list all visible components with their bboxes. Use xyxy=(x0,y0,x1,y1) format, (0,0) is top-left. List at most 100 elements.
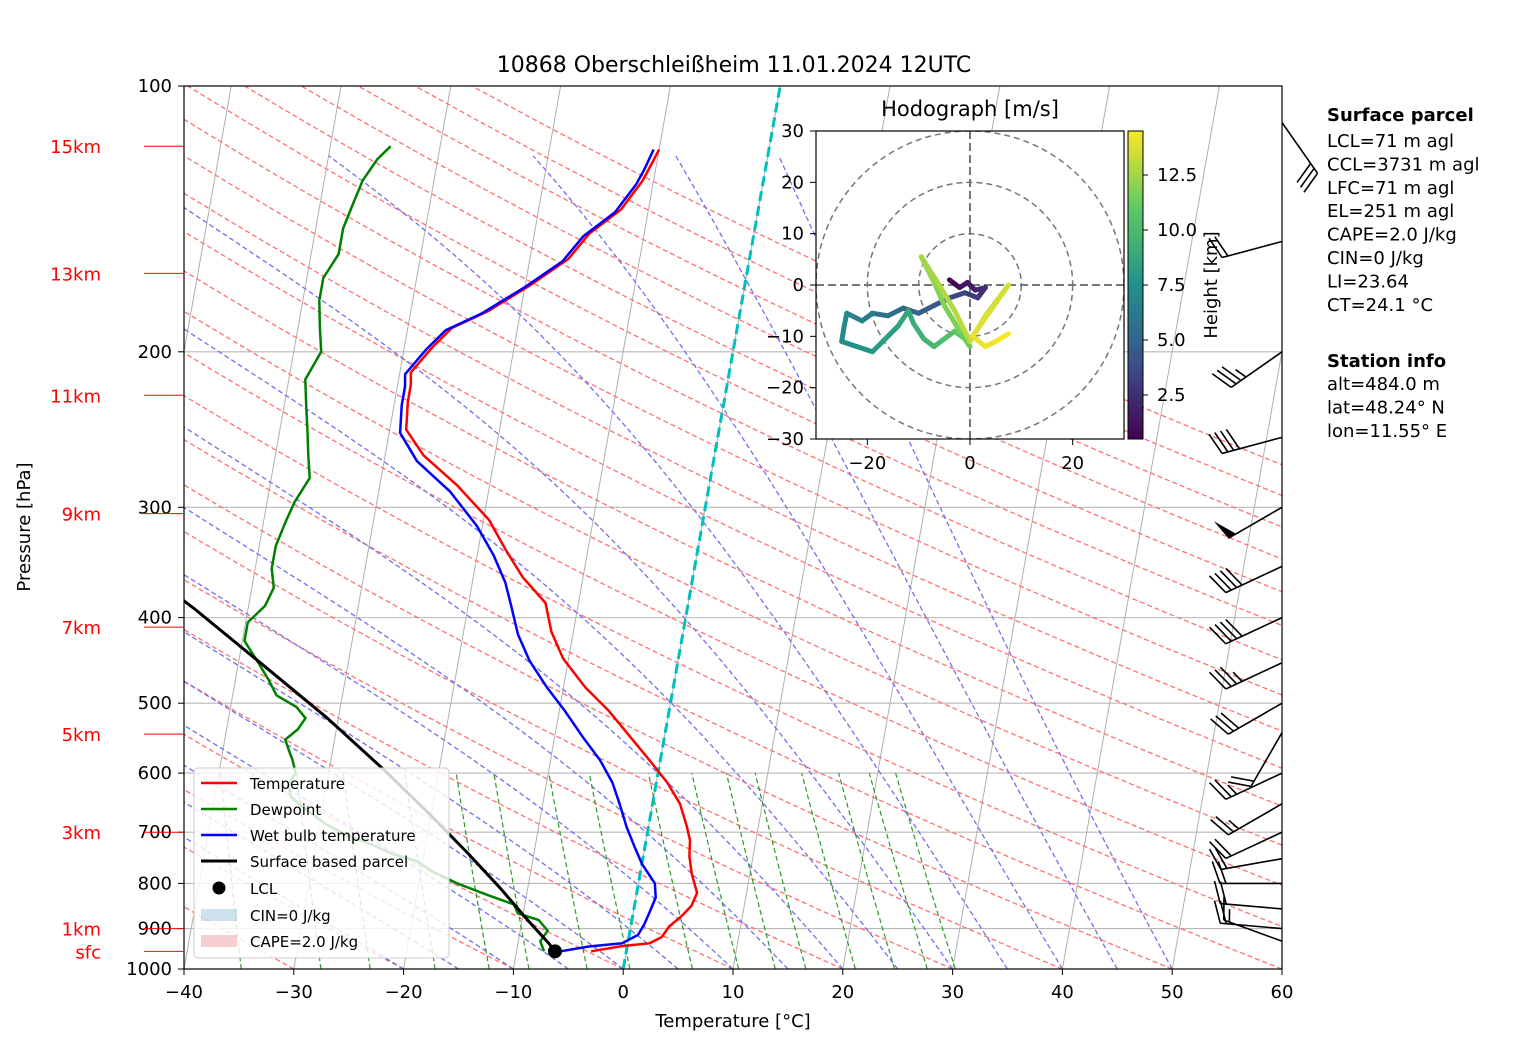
barb-staff xyxy=(1220,902,1283,910)
hodograph-trace-segment xyxy=(911,321,927,342)
x-tick-label: −40 xyxy=(165,982,203,1003)
x-tick-label: 20 xyxy=(831,982,854,1003)
legend-cin-swatch xyxy=(201,909,237,921)
mixing-ratio-line xyxy=(895,772,956,969)
hodograph-trace-segment xyxy=(885,305,906,319)
y-tick-label: 400 xyxy=(138,608,172,629)
barb-feather xyxy=(1225,618,1243,637)
barb-feather xyxy=(1214,236,1229,257)
hodograph-y-tick-label: 30 xyxy=(781,121,804,142)
dry-adiabat xyxy=(184,118,1282,661)
station-info-line: lon=11.55° E xyxy=(1327,421,1447,442)
parcel-info-line: CT=24.1 °C xyxy=(1327,295,1433,316)
barb-feather xyxy=(1214,838,1232,857)
x-tick-label: 10 xyxy=(722,982,745,1003)
hodograph-x-tick-label: 20 xyxy=(1061,453,1084,474)
barb-staff xyxy=(1221,436,1283,455)
legend-wetbulb-label: Wet bulb temperature xyxy=(250,827,416,845)
barb-feather xyxy=(1219,570,1238,589)
colorbar-tick-label: 12.5 xyxy=(1157,165,1197,186)
colorbar-tick-label: 7.5 xyxy=(1157,275,1186,296)
skewed-isotherm xyxy=(184,86,232,355)
height-label: 5km xyxy=(62,725,101,746)
barb-staff xyxy=(1281,122,1319,174)
hodograph-trace-segment xyxy=(854,344,875,355)
barb-feather xyxy=(1303,172,1319,193)
barb-feather xyxy=(1214,624,1232,642)
moist-adiabat xyxy=(184,631,679,969)
mixing-ratio-line xyxy=(801,772,856,969)
barb-feather xyxy=(1215,815,1235,833)
wind-barb xyxy=(1208,772,1283,801)
barb-staff xyxy=(1225,616,1283,645)
hodograph-trace-segment xyxy=(970,308,994,339)
barb-staff xyxy=(1225,565,1283,594)
dry-adiabat xyxy=(184,484,1173,969)
mixing-ratio-line xyxy=(691,772,740,969)
barb-feather xyxy=(1214,779,1232,798)
height-label: 9km xyxy=(62,505,101,526)
moist-adiabat xyxy=(184,506,789,969)
barb-feather xyxy=(1230,776,1255,782)
legend: Temperature Dewpoint Wet bulb temperatur… xyxy=(193,767,450,959)
hodograph-y-tick-label: 20 xyxy=(781,172,804,193)
dry-adiabat xyxy=(184,394,1282,928)
hodograph-x-tick-label: 0 xyxy=(964,453,975,474)
hodograph-trace-segment xyxy=(839,338,860,350)
height-label: 13km xyxy=(50,264,101,285)
x-axis-label: Temperature [°C] xyxy=(654,1011,810,1032)
mixing-ratio-line xyxy=(493,772,530,969)
legend-dewpoint-label: Dewpoint xyxy=(250,801,321,819)
wind-barb xyxy=(1208,236,1283,259)
hodograph-trace-segment xyxy=(946,290,968,301)
height-label: 15km xyxy=(50,137,101,158)
mixing-ratio-line xyxy=(838,772,896,969)
hodograph-trace-segment xyxy=(844,310,865,324)
y-tick-label: 500 xyxy=(138,693,172,714)
x-tick-label: 50 xyxy=(1161,982,1184,1003)
wind-barb xyxy=(1210,702,1283,735)
hodograph-trace-segment xyxy=(839,323,847,344)
barb-feather xyxy=(1208,575,1227,594)
wind-barb xyxy=(1213,506,1283,539)
barb-feather xyxy=(1211,373,1232,389)
barb-staff xyxy=(1221,240,1283,259)
hodograph-trace-segment xyxy=(941,303,963,334)
barb-feather xyxy=(1208,782,1227,800)
hodograph-trace-segment xyxy=(936,282,958,314)
wind-barb xyxy=(1213,880,1283,910)
barb-staff xyxy=(1250,732,1283,787)
parcel-info-title: Surface parcel xyxy=(1327,105,1474,126)
barb-feather xyxy=(1225,429,1241,450)
moist-adiabat xyxy=(184,724,569,969)
moist-adiabat xyxy=(184,573,734,969)
wind-barb xyxy=(1210,803,1283,836)
y-tick-label: 300 xyxy=(138,497,172,518)
hodograph-trace-segment xyxy=(931,279,947,309)
colorbar-tick-label: 2.5 xyxy=(1157,385,1186,406)
skewed-isotherm xyxy=(1061,86,1220,969)
hodograph-inset: −20 0 20 −30 −20 −10 0 10 20 30 Hodograph [m/s] 2… xyxy=(766,97,1222,474)
barb-feather xyxy=(1216,369,1237,385)
barb-feather xyxy=(1208,626,1227,645)
barb-staff xyxy=(1227,506,1283,539)
barb-feather xyxy=(1211,861,1221,884)
legend-parcel-label: Surface based parcel xyxy=(250,853,408,871)
barb-feather xyxy=(1210,718,1229,735)
legend-temperature-label: Temperature xyxy=(249,775,345,793)
moist-adiabat xyxy=(532,155,1063,969)
wind-barb xyxy=(1213,900,1283,930)
skewed-isotherm xyxy=(622,86,781,969)
barb-feather xyxy=(1225,567,1243,586)
height-label: 11km xyxy=(50,386,101,407)
legend-lcl-marker xyxy=(212,881,226,895)
skewed-isotherm xyxy=(0,86,12,969)
skewed-isotherm xyxy=(1171,348,1282,969)
barb-pennant xyxy=(1213,521,1237,539)
moist-adiabat xyxy=(184,328,899,969)
hodograph-y-tick-label: 10 xyxy=(781,224,804,245)
wind-barb xyxy=(1208,847,1283,871)
colorbar-axis: 2.5 5.0 7.5 10.0 12.5 xyxy=(1143,165,1197,406)
